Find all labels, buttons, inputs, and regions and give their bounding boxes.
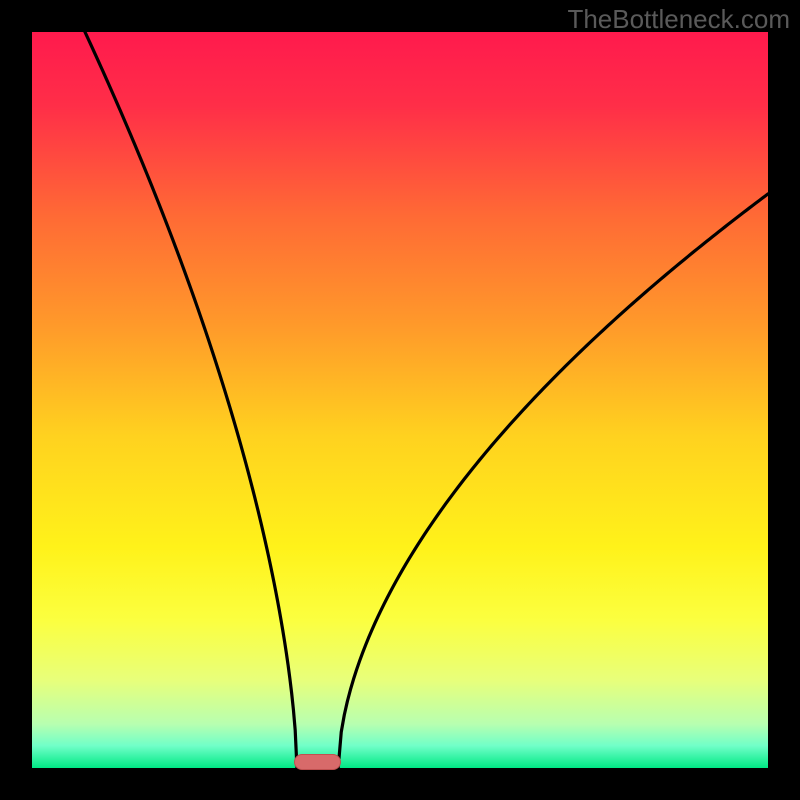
plot-area — [32, 32, 768, 768]
watermark-text: TheBottleneck.com — [567, 4, 790, 35]
bottleneck-curve — [85, 32, 768, 768]
minimum-marker — [294, 754, 341, 770]
chart-container: TheBottleneck.com — [0, 0, 800, 800]
curve-layer — [32, 32, 768, 768]
